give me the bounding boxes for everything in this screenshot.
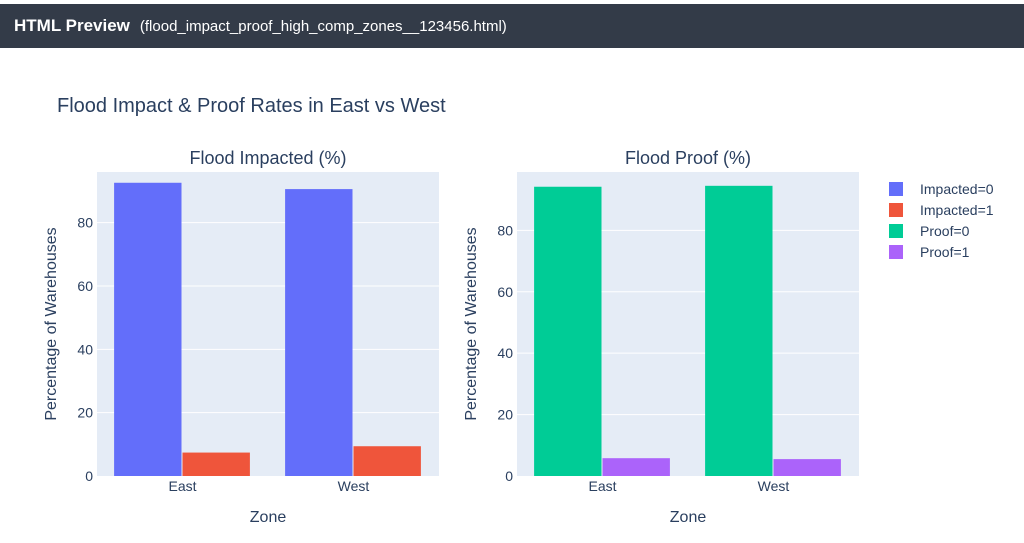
y-tick-label: 40 — [77, 341, 93, 357]
y-tick-label: 60 — [77, 278, 93, 294]
y-tick-label: 0 — [505, 468, 513, 484]
bar — [602, 458, 670, 476]
y-tick-label: 80 — [497, 222, 513, 238]
subplot-title: Flood Impacted (%) — [189, 148, 346, 168]
x-axis-label: Zone — [250, 509, 287, 526]
x-tick-label: West — [338, 478, 370, 494]
y-tick-label: 60 — [497, 284, 513, 300]
legend-swatch — [889, 202, 903, 217]
x-tick-label: East — [588, 478, 616, 494]
bar — [182, 452, 250, 476]
bar — [773, 459, 841, 476]
y-tick-label: 20 — [497, 407, 513, 423]
legend-swatch — [889, 181, 903, 196]
file-name: (flood_impact_proof_high_comp_zones__123… — [139, 17, 507, 35]
legend-label: Proof=0 — [920, 222, 970, 239]
subplot-title: Flood Proof (%) — [625, 148, 751, 168]
preview-title-bar: HTML Preview (flood_impact_proof_high_co… — [0, 4, 1024, 48]
x-tick-label: East — [168, 478, 196, 494]
legend: Impacted=0 Impacted=1 Proof=0 Proof=1 — [889, 178, 994, 262]
legend-item[interactable]: Impacted=0 — [889, 178, 994, 199]
y-tick-label: 0 — [85, 468, 93, 484]
legend-item[interactable]: Proof=1 — [889, 241, 994, 262]
legend-swatch — [889, 244, 903, 259]
legend-label: Proof=1 — [920, 243, 970, 260]
bar — [534, 186, 602, 477]
legend-swatch — [889, 223, 903, 238]
bar — [705, 185, 773, 476]
bar — [285, 189, 353, 476]
legend-item[interactable]: Impacted=1 — [889, 199, 994, 220]
y-tick-label: 80 — [77, 215, 93, 231]
bar — [114, 182, 182, 476]
bar — [353, 446, 421, 476]
x-axis-label: Zone — [670, 509, 707, 526]
legend-label: Impacted=1 — [920, 201, 994, 218]
legend-item[interactable]: Proof=0 — [889, 220, 994, 241]
y-tick-label: 40 — [497, 345, 513, 361]
y-tick-label: 20 — [77, 405, 93, 421]
y-axis-label: Percentage of Warehouses — [463, 227, 480, 420]
legend-label: Impacted=0 — [920, 180, 994, 197]
x-tick-label: West — [758, 478, 790, 494]
app-title: HTML Preview — [14, 16, 130, 35]
y-axis-label: Percentage of Warehouses — [43, 227, 60, 420]
figure-title: Flood Impact & Proof Rates in East vs We… — [57, 95, 446, 117]
